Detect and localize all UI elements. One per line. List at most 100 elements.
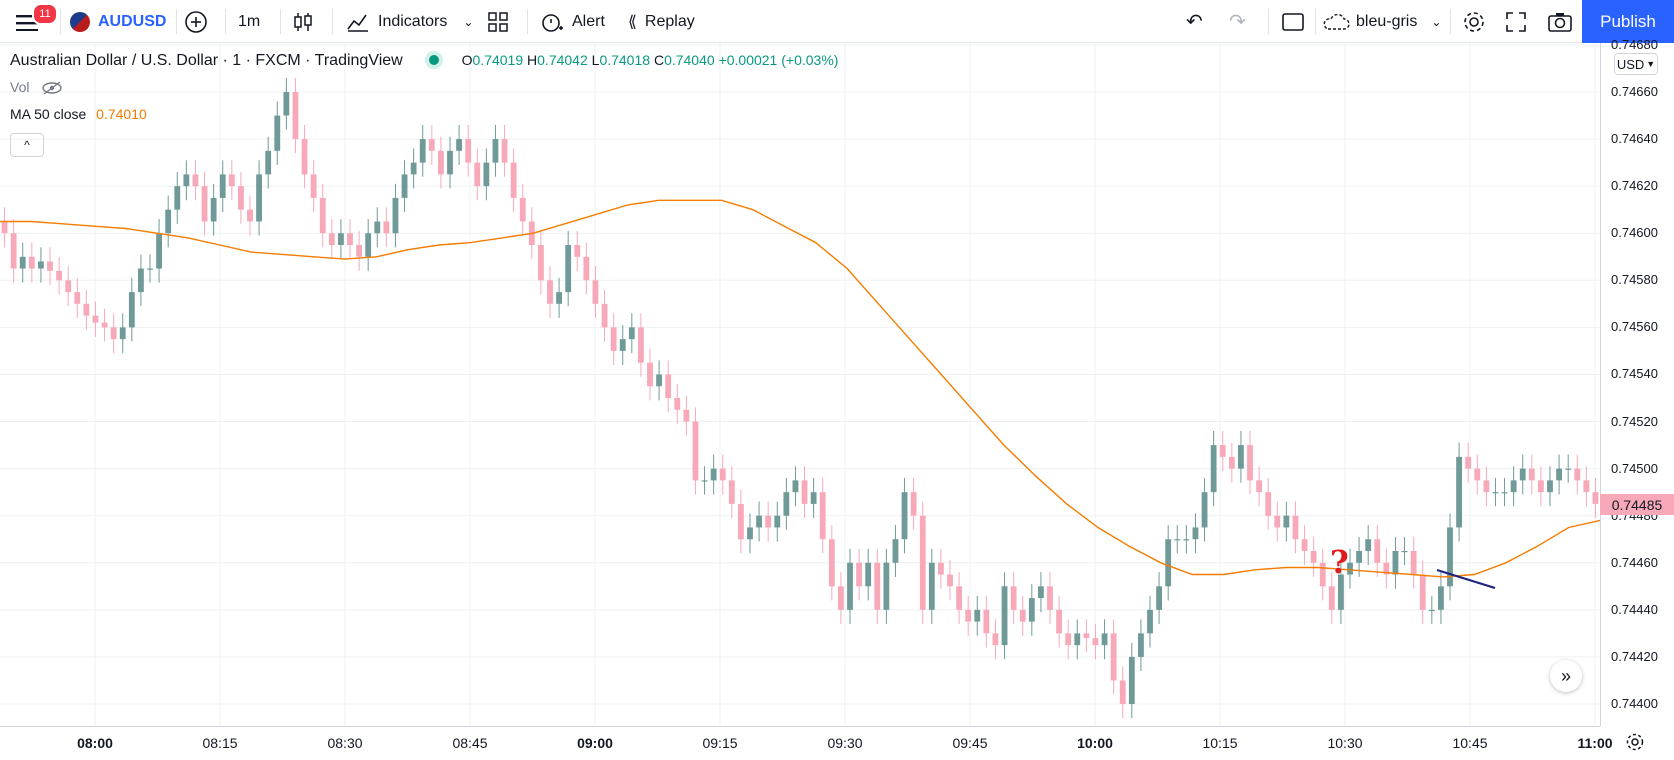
price-tick-label: 0.74640: [1611, 131, 1658, 147]
candle-body: [301, 139, 308, 175]
candle-body: [547, 280, 553, 304]
scroll-to-realtime-button[interactable]: »: [1550, 660, 1582, 692]
undo-button[interactable]: ↶: [1186, 0, 1203, 43]
alert-button[interactable]: Alert: [540, 0, 605, 43]
price-tick-label: 0.74520: [1611, 413, 1658, 429]
candle-body: [1001, 586, 1008, 646]
snapshot-button[interactable]: [1548, 0, 1572, 43]
ma-value: 0.74010: [96, 106, 147, 122]
candle-body: [38, 261, 44, 269]
candle-body: [1092, 638, 1099, 646]
candle-body: [710, 468, 717, 481]
chart-title[interactable]: Australian Dollar / U.S. Dollar · 1 · FX…: [10, 52, 403, 69]
candle-body: [983, 609, 990, 634]
candle-body: [865, 562, 872, 587]
candle-body: [1465, 456, 1472, 469]
candle-body: [765, 515, 772, 528]
currency-select[interactable]: USD ▼: [1614, 53, 1658, 75]
alarm-clock-icon: [542, 13, 563, 32]
layout-button[interactable]: bleu-gris ⌄: [1322, 0, 1441, 43]
question-mark-annotation[interactable]: ?: [1330, 543, 1349, 581]
candle-body: [992, 633, 999, 646]
candle-body: [810, 492, 817, 504]
fullscreen-rect-button[interactable]: [1282, 0, 1304, 43]
gear-icon: [1626, 733, 1644, 751]
redo-button[interactable]: ↷: [1229, 0, 1246, 43]
eye-off-icon[interactable]: [41, 81, 63, 95]
candle-body: [428, 139, 435, 151]
close-value: 0.74040: [664, 52, 715, 68]
candle-body: [1065, 633, 1072, 646]
ma-label: MA 50 close: [10, 106, 87, 122]
time-tick-label: 10:00: [1077, 735, 1113, 751]
candle-body: [665, 374, 672, 398]
indicators-button[interactable]: Indicators ⌄: [346, 0, 473, 43]
candle-body: [1228, 456, 1235, 469]
templates-button[interactable]: [488, 0, 508, 43]
candle-body: [401, 174, 408, 198]
candle-body: [1365, 539, 1372, 551]
candle-body: [1519, 468, 1526, 481]
time-axis[interactable]: 08:00 08:15 08:30 08:45 09:00 09:15 09:30 09:45…: [0, 726, 1613, 760]
rewind-icon: ⟪: [628, 13, 637, 31]
interval-button[interactable]: 1m: [238, 12, 261, 30]
candle-body: [1101, 633, 1108, 646]
price-tick-label: 0.74660: [1611, 84, 1658, 99]
replay-button[interactable]: ⟪ Replay: [628, 0, 695, 43]
time-tick-label: 08:15: [202, 735, 238, 751]
candle-body: [1510, 480, 1517, 493]
symbol-label: AUDUSD: [98, 12, 167, 30]
price-tick-label: 0.74620: [1611, 178, 1658, 194]
replay-label: Replay: [644, 12, 695, 30]
candle-body: [1247, 445, 1253, 481]
candle-body: [719, 468, 726, 481]
candle-body: [1038, 586, 1044, 599]
candle-body: [838, 586, 844, 610]
candle-body: [901, 492, 908, 540]
candle-body: [610, 327, 617, 351]
settings-axis-button[interactable]: [1625, 732, 1645, 757]
price-axis[interactable]: 0.74680 0.74660 0.74640 0.74620 0.74600 0.745…: [1600, 37, 1674, 726]
candle-body: [1174, 539, 1181, 541]
chevron-down-icon: ▼: [1646, 59, 1656, 69]
divider: [1315, 9, 1316, 34]
publish-button[interactable]: Publish: [1582, 0, 1674, 43]
candle-body: [1119, 680, 1126, 704]
fullscreen-button[interactable]: [1506, 0, 1526, 43]
candle-body: [674, 398, 681, 410]
menu-button[interactable]: [16, 0, 44, 43]
candle-body: [1138, 633, 1144, 657]
trend-line-drawing[interactable]: [1436, 568, 1496, 590]
candle-body: [1047, 586, 1053, 610]
time-tick-label: 10:45: [1452, 735, 1488, 751]
candle-body: [419, 139, 426, 163]
candle-body: [1401, 551, 1408, 553]
collapse-legend-button[interactable]: ^: [10, 133, 44, 157]
vol-label: Vol: [10, 79, 30, 95]
price-tick-label: 0.74680: [1611, 36, 1658, 52]
candle-body: [147, 268, 153, 270]
candle-body: [65, 280, 72, 293]
candle-body: [683, 409, 690, 422]
chart-canvas[interactable]: ?: [0, 43, 1600, 726]
indicators-label: Indicators: [378, 12, 448, 30]
price-tick-label: 0.74460: [1611, 554, 1658, 570]
divider: [527, 9, 528, 34]
candle-body: [328, 233, 335, 245]
candle-body: [974, 609, 981, 622]
candle-body: [1238, 445, 1244, 469]
candle-body: [656, 374, 662, 387]
settings-button[interactable]: [1462, 0, 1486, 43]
candle-body: [1438, 586, 1444, 610]
candle-body: [965, 609, 972, 622]
double-chevron-right-icon: »: [1560, 665, 1571, 686]
candle-body: [1347, 562, 1353, 575]
chart-type-button[interactable]: [292, 0, 314, 43]
ma-legend[interactable]: MA 50 close 0.74010: [10, 106, 147, 122]
candle-body: [883, 562, 890, 610]
candle-body: [792, 480, 799, 493]
volume-legend[interactable]: Vol: [10, 79, 63, 95]
candle-body: [1374, 539, 1381, 563]
compare-button[interactable]: [184, 0, 208, 43]
symbol-search-button[interactable]: AUDUSD: [70, 0, 166, 43]
